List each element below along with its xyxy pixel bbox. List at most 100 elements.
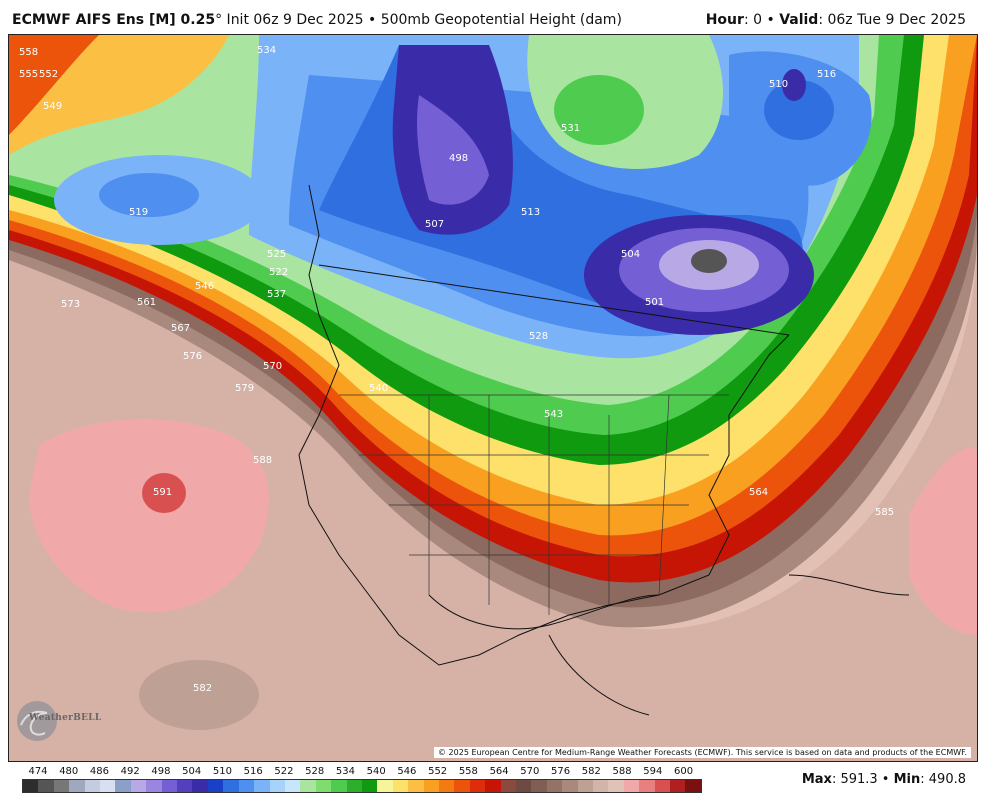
legend-tick: 546 [397, 766, 417, 777]
legend-swatch [454, 780, 470, 792]
legend-swatch [161, 780, 178, 792]
legend-swatch [408, 780, 424, 792]
geopotential-height-field: 558 555 552 549 534 540 543 546 537 531 525 528 516 5… [9, 35, 977, 761]
swirl-icon [17, 701, 57, 741]
legend-tick: 504 [182, 766, 202, 777]
southern-low [139, 660, 259, 730]
legend-swatch [269, 780, 285, 792]
header: ECMWF AIFS Ens [M] 0.25° Init 06z 9 Dec … [0, 0, 984, 34]
legend-swatch [593, 780, 609, 792]
legend-swatch [284, 780, 301, 792]
color-legend: 474 480 486 492 498 504 510 516 522 528 534 540 546 5… [22, 762, 702, 798]
coastlines [298, 184, 910, 716]
valid-value: : 06z Tue 9 Dec 2025 [818, 12, 966, 28]
min-value: : 490.8 [920, 772, 966, 787]
contour-label: 543 [544, 409, 563, 420]
contour-label: 573 [61, 299, 80, 310]
legend-tick: 552 [428, 766, 448, 777]
legend-swatch [546, 780, 563, 792]
contour-label: 549 [43, 101, 62, 112]
legend-swatch [69, 780, 85, 792]
legend-swatch [500, 780, 516, 792]
pacific-low-inner [99, 173, 199, 217]
legend-swatch [331, 780, 347, 792]
contour-label: 513 [521, 207, 540, 218]
legend-swatch [516, 780, 532, 792]
legend-swatch [100, 780, 116, 792]
legend-swatch [392, 780, 409, 792]
legend-tick: 582 [581, 766, 601, 777]
state-borders [339, 394, 729, 556]
legend-tick: 600 [674, 766, 694, 777]
legend-swatch [608, 780, 624, 792]
weatherbell-logo: WeatherBELL [15, 699, 101, 743]
atlantic-low-mid [764, 80, 834, 140]
contour-label: 567 [171, 323, 190, 334]
contour-label: 525 [267, 249, 286, 260]
legend-swatch [654, 780, 671, 792]
legend-swatch [639, 780, 655, 792]
contour-label: 576 [183, 351, 202, 362]
legend-tick: 480 [59, 766, 79, 777]
legend-swatch [438, 780, 455, 792]
degree-symbol: ° [215, 12, 223, 28]
greenland-high [554, 75, 644, 145]
valid-label: Valid [779, 12, 819, 28]
legend-swatch [377, 780, 393, 792]
legend-tick: 492 [120, 766, 140, 777]
contour-label: 588 [253, 455, 272, 466]
legend-swatch [130, 780, 147, 792]
contour-label: 582 [193, 683, 212, 694]
legend-swatch [177, 780, 193, 792]
contour-label: 591 [153, 487, 172, 498]
stats-separator: • [877, 772, 894, 787]
contour-label: 552 [39, 69, 58, 80]
legend-swatch [423, 780, 439, 792]
legend-tick: 576 [551, 766, 571, 777]
contour-label: 540 [369, 383, 388, 394]
state-borders-vertical [428, 394, 670, 615]
legend-tick: 516 [243, 766, 263, 777]
legend-tick: 522 [274, 766, 294, 777]
title-separator: • [363, 12, 381, 28]
legend-tick: 588 [612, 766, 632, 777]
contour-label: 537 [267, 289, 286, 300]
weather-map: 558 555 552 549 534 540 543 546 537 531 525 528 516 5… [8, 34, 978, 762]
legend-swatch [38, 780, 54, 792]
legend-swatch [238, 780, 255, 792]
legend-swatch [685, 780, 701, 792]
mexico-coast [548, 634, 650, 716]
legend-swatch [577, 780, 594, 792]
hudson-low-center [691, 249, 727, 273]
legend-swatch [670, 780, 686, 792]
legend-ticks: 474 480 486 492 498 504 510 516 522 528 534 540 546 5… [22, 766, 702, 780]
contour-label: 555 [19, 69, 38, 80]
legend-tick: 540 [366, 766, 386, 777]
info-separator: • [762, 12, 780, 28]
contour-label: 504 [621, 249, 640, 260]
gulf-coast [428, 594, 660, 630]
canada-us-border [318, 264, 790, 336]
field-name: 500mb Geopotential Height (dam) [380, 12, 622, 28]
hour-label: Hour [705, 12, 744, 28]
legend-swatch [300, 780, 316, 792]
atlantic-high [909, 447, 977, 635]
legend-tick: 510 [212, 766, 232, 777]
legend-swatch [207, 780, 224, 792]
legend-swatch [192, 780, 208, 792]
map-title: ECMWF AIFS Ens [M] 0.25° Init 06z 9 Dec … [12, 12, 622, 28]
model-name: ECMWF AIFS Ens [M] 0.25 [12, 12, 216, 28]
contour-label: 510 [769, 79, 788, 90]
valid-info: Hour: 0 • Valid: 06z Tue 9 Dec 2025 [706, 12, 966, 28]
legend-colorbar [22, 779, 702, 793]
legend-swatch [531, 780, 547, 792]
legend-tick: 498 [151, 766, 171, 777]
legend-swatch [53, 780, 70, 792]
contour-label: 534 [257, 45, 276, 56]
contour-label: 528 [529, 331, 548, 342]
atlantic-low-center [782, 69, 806, 101]
contour-label: 561 [137, 297, 156, 308]
caribbean-islands [788, 574, 910, 596]
max-label: Max [801, 772, 832, 787]
nw-ridge [9, 35, 229, 155]
